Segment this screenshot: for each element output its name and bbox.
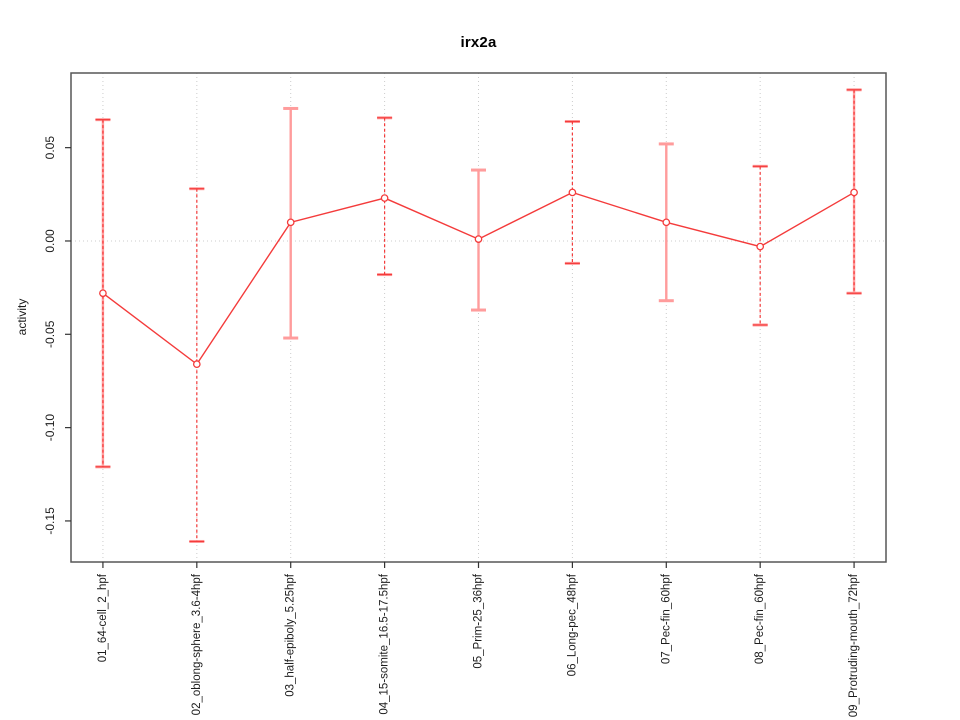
x-tick-label: 07_Pec-fin_60hpf	[660, 573, 672, 664]
x-tick-label: 05_Prim-25_36hpf	[473, 573, 485, 668]
x-tick-label: 01_64-cell_2_hpf	[97, 573, 109, 662]
y-tick-label: -0.10	[43, 414, 57, 442]
x-tick-label: 08_Pec-fin_60hpf	[754, 573, 766, 664]
x-tick-label: 03_half-epiboly_5.25hpf	[285, 573, 297, 697]
data-point	[380, 194, 389, 202]
y-tick-label: 0.00	[43, 229, 57, 253]
data-point	[850, 188, 858, 197]
y-tick-label: 0.05	[43, 136, 57, 160]
x-tick-label: 09_Protruding-mouth_72hpf	[848, 573, 860, 717]
y-tick-label: -0.05	[43, 320, 57, 348]
data-point	[568, 188, 577, 197]
y-tick-label: -0.15	[43, 507, 57, 535]
x-tick-label: 04_15-somite_16.5-17.5hpf	[379, 573, 391, 714]
data-point	[474, 235, 483, 243]
x-tick-label: 02_oblong-sphere_3.6-4hpf	[191, 573, 203, 715]
data-point	[286, 218, 295, 227]
data-point	[756, 242, 765, 251]
data-point	[192, 360, 201, 369]
x-tick-label: 06_Long-pec_48hpf	[566, 573, 578, 676]
chart-title: irx2a	[460, 34, 497, 51]
data-point	[99, 289, 107, 298]
data-point	[662, 218, 671, 227]
